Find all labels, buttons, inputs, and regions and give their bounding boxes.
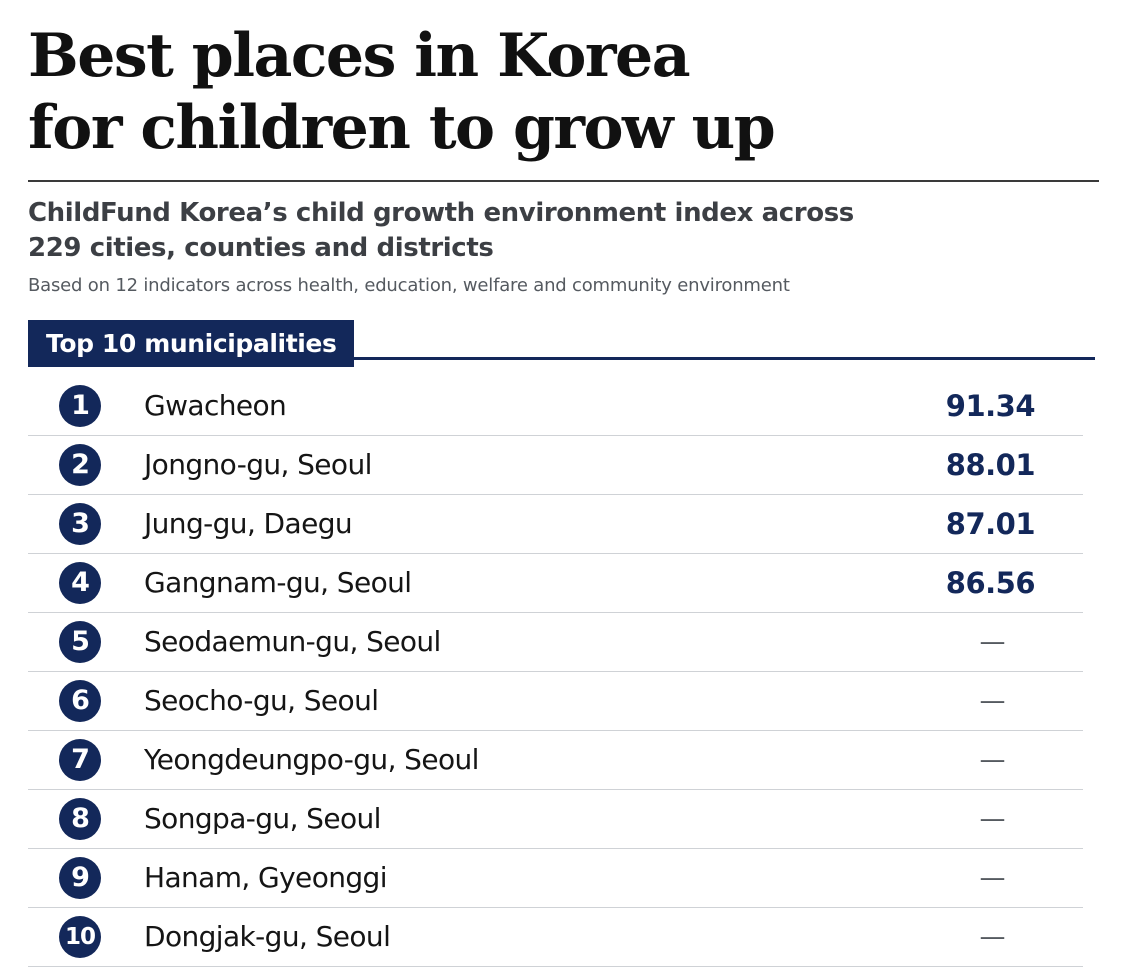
- municipality-name: Seodaemun-gu, Seoul: [144, 625, 441, 658]
- table-row: 7 Yeongdeungpo-gu, Seoul —: [28, 731, 1083, 790]
- municipality-name: Dongjak-gu, Seoul: [144, 920, 391, 953]
- table-row: 3 Jung-gu, Daegu 87.01: [28, 495, 1083, 554]
- municipality-name: Seocho-gu, Seoul: [144, 684, 379, 717]
- score-value: —: [979, 627, 1006, 657]
- table-row: 5 Seodaemun-gu, Seoul —: [28, 613, 1083, 672]
- score-value: —: [979, 922, 1006, 952]
- page-title: Best places in Korea for children to gro…: [28, 20, 1098, 164]
- rank-badge: 6: [59, 680, 101, 722]
- rank-badge: 3: [59, 503, 101, 545]
- rank-badge: 5: [59, 621, 101, 663]
- municipality-name: Jongno-gu, Seoul: [144, 448, 372, 481]
- table-row: 1 Gwacheon 91.34: [28, 377, 1083, 436]
- title-line-1: Best places in Korea: [28, 21, 691, 91]
- municipality-name: Hanam, Gyeonggi: [144, 861, 388, 894]
- rank-badge: 10: [59, 916, 101, 958]
- section-divider: [28, 357, 1095, 360]
- score-value: 88.01: [945, 448, 1036, 482]
- table-row: 8 Songpa-gu, Seoul —: [28, 790, 1083, 849]
- ranking-table: 1 Gwacheon 91.34 2 Jongno-gu, Seoul 88.01 3 Jun…: [28, 377, 1083, 967]
- table-row: 2 Jongno-gu, Seoul 88.01: [28, 436, 1083, 495]
- score-value: —: [979, 686, 1006, 716]
- source-note: Based on 12 indicators across health, ed…: [28, 275, 790, 296]
- municipality-name: Gwacheon: [144, 389, 287, 422]
- title-line-2: for children to grow up: [28, 93, 776, 163]
- table-row: 4 Gangnam-gu, Seoul 86.56: [28, 554, 1083, 613]
- municipality-name: Yeongdeungpo-gu, Seoul: [144, 743, 479, 776]
- score-value: —: [979, 745, 1006, 775]
- municipality-name: Gangnam-gu, Seoul: [144, 566, 412, 599]
- subtitle-line-2: 229 cities, counties and districts: [28, 233, 494, 263]
- section-label: Top 10 municipalities: [28, 320, 355, 367]
- title-divider: [28, 180, 1099, 182]
- score-value: 91.34: [945, 389, 1036, 423]
- table-row: 6 Seocho-gu, Seoul —: [28, 672, 1083, 731]
- subtitle: ChildFund Korea’s child growth environme…: [28, 196, 1088, 266]
- score-value: —: [979, 804, 1006, 834]
- rank-badge: 2: [59, 444, 101, 486]
- rank-badge: 8: [59, 798, 101, 840]
- table-row: 9 Hanam, Gyeonggi —: [28, 849, 1083, 908]
- table-row: 10 Dongjak-gu, Seoul —: [28, 908, 1083, 967]
- score-value: 87.01: [945, 507, 1036, 541]
- score-value: 86.56: [945, 566, 1036, 600]
- rank-badge: 4: [59, 562, 101, 604]
- subtitle-line-1: ChildFund Korea’s child growth environme…: [28, 198, 854, 228]
- rank-badge: 7: [59, 739, 101, 781]
- municipality-name: Songpa-gu, Seoul: [144, 802, 381, 835]
- score-value: —: [979, 863, 1006, 893]
- rank-badge: 1: [59, 385, 101, 427]
- rank-badge: 9: [59, 857, 101, 899]
- municipality-name: Jung-gu, Daegu: [144, 507, 353, 540]
